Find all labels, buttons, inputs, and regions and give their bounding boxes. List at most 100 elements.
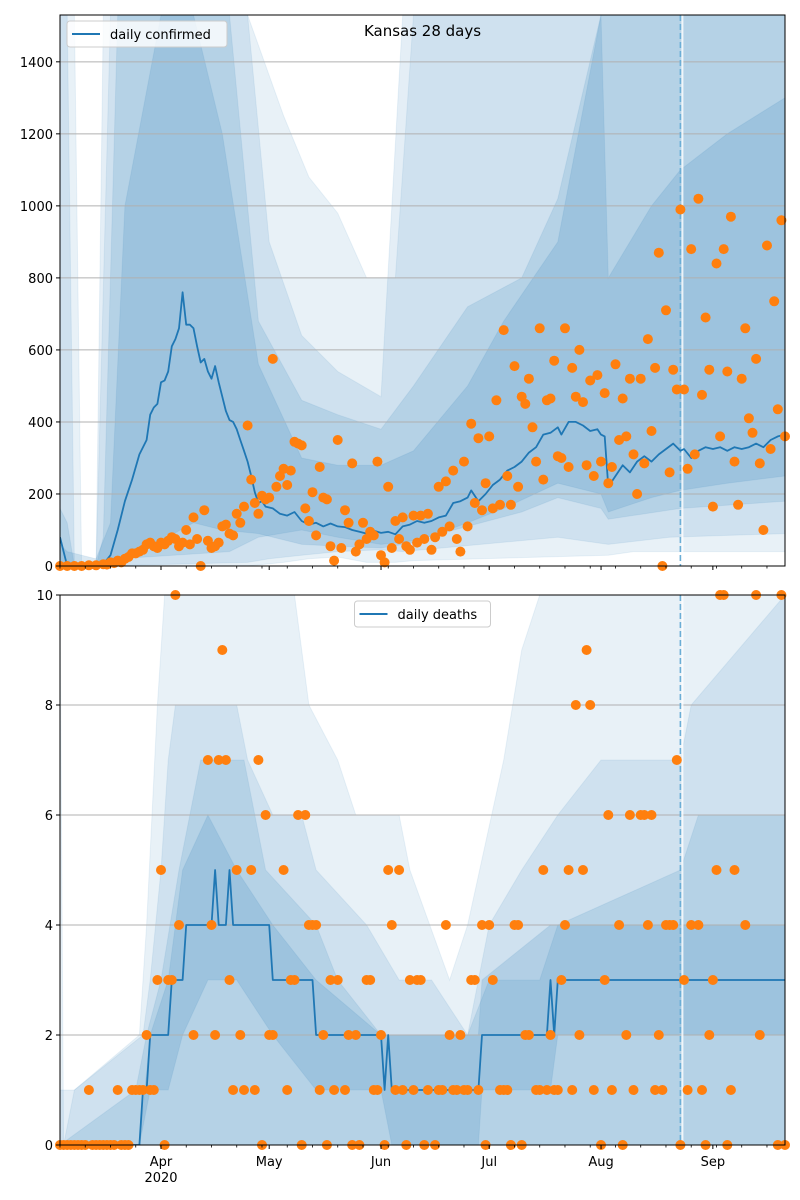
data-point: [372, 1085, 383, 1095]
data-point: [642, 920, 653, 930]
legend-label: daily confirmed: [110, 28, 211, 43]
data-point: [686, 920, 697, 930]
data-point: [473, 1085, 484, 1095]
data-point: [397, 1085, 408, 1095]
data-point: [386, 543, 397, 553]
data-point: [711, 258, 722, 269]
data-point: [697, 1085, 707, 1095]
data-point: [293, 810, 304, 820]
data-point: [650, 362, 661, 373]
data-point: [332, 975, 343, 985]
data-point: [707, 501, 718, 512]
data-point: [300, 810, 311, 820]
data-point: [729, 865, 740, 875]
data-point: [199, 505, 210, 516]
data-point: [235, 1030, 246, 1040]
data-point: [628, 449, 639, 460]
uncertainty-band-3: [60, 15, 785, 566]
data-point: [451, 1085, 462, 1095]
data-point: [693, 193, 704, 204]
data-point: [592, 370, 603, 381]
data-point: [570, 391, 581, 402]
data-point: [379, 557, 390, 568]
data-point: [704, 364, 715, 375]
plot-area: [60, 15, 785, 566]
data-point: [469, 498, 480, 508]
data-point: [210, 1030, 221, 1040]
data-point: [599, 388, 610, 399]
data-point: [617, 393, 628, 404]
data-point: [523, 373, 534, 384]
data-point: [469, 975, 480, 985]
data-point: [138, 1085, 148, 1095]
data-point: [267, 353, 278, 364]
data-point: [520, 398, 531, 409]
data-point: [534, 323, 545, 334]
data-point: [321, 494, 332, 505]
data-point: [581, 460, 592, 471]
data-point: [639, 458, 650, 469]
x-tick-label: Jul: [480, 1155, 497, 1170]
data-point: [578, 397, 588, 408]
data-point: [664, 467, 675, 478]
y-tick-label: 200: [28, 488, 53, 503]
data-point: [567, 362, 578, 373]
data-point: [635, 373, 646, 384]
data-point: [325, 975, 336, 985]
data-point: [340, 505, 350, 516]
data-point: [639, 810, 650, 820]
uncertainty-band-2: [60, 15, 785, 566]
data-point: [646, 810, 657, 820]
data-point: [671, 384, 682, 395]
data-point: [480, 478, 491, 489]
data-point: [743, 413, 754, 424]
data-point: [585, 700, 596, 710]
data-point: [220, 519, 231, 530]
data-point: [318, 1030, 329, 1040]
data-point: [408, 510, 419, 521]
data-point: [700, 312, 711, 323]
data-point: [459, 456, 469, 467]
data-point: [228, 1085, 239, 1095]
data-point: [765, 444, 776, 454]
y-tick-label: 4: [45, 919, 53, 934]
data-point: [693, 920, 704, 930]
data-point: [444, 1030, 455, 1040]
x-tick-label: Apr: [150, 1155, 173, 1170]
data-point: [513, 920, 524, 930]
data-point: [174, 920, 184, 930]
y-tick-label: 8: [45, 699, 53, 714]
data-point: [285, 465, 296, 476]
data-point: [671, 755, 682, 765]
legend: daily confirmed: [66, 20, 228, 48]
data-point: [505, 499, 516, 510]
data-point: [314, 462, 325, 472]
x-tick-label: Jun: [370, 1155, 391, 1170]
data-point: [563, 865, 574, 875]
data-point: [527, 422, 538, 433]
data-point: [574, 1030, 585, 1040]
data-point: [372, 456, 383, 467]
data-point: [776, 215, 787, 226]
data-point: [314, 1085, 325, 1095]
data-point: [675, 204, 686, 215]
data-point: [383, 865, 394, 875]
data-point: [736, 373, 747, 384]
data-point: [567, 1085, 578, 1095]
data-point: [347, 458, 358, 469]
legend-box: [66, 20, 228, 48]
data-point: [484, 431, 495, 442]
y-tick-label: 0: [45, 560, 53, 575]
data-point: [397, 512, 408, 523]
data-point: [682, 463, 693, 474]
data-point: [552, 1085, 563, 1095]
data-point: [343, 517, 354, 528]
data-point: [523, 1030, 534, 1040]
data-point: [437, 1085, 448, 1095]
data-point: [754, 1030, 765, 1040]
data-point: [650, 1085, 661, 1095]
data-point: [249, 498, 260, 508]
uncertainty-band-4: [60, 813, 785, 1145]
data-point: [599, 975, 610, 985]
